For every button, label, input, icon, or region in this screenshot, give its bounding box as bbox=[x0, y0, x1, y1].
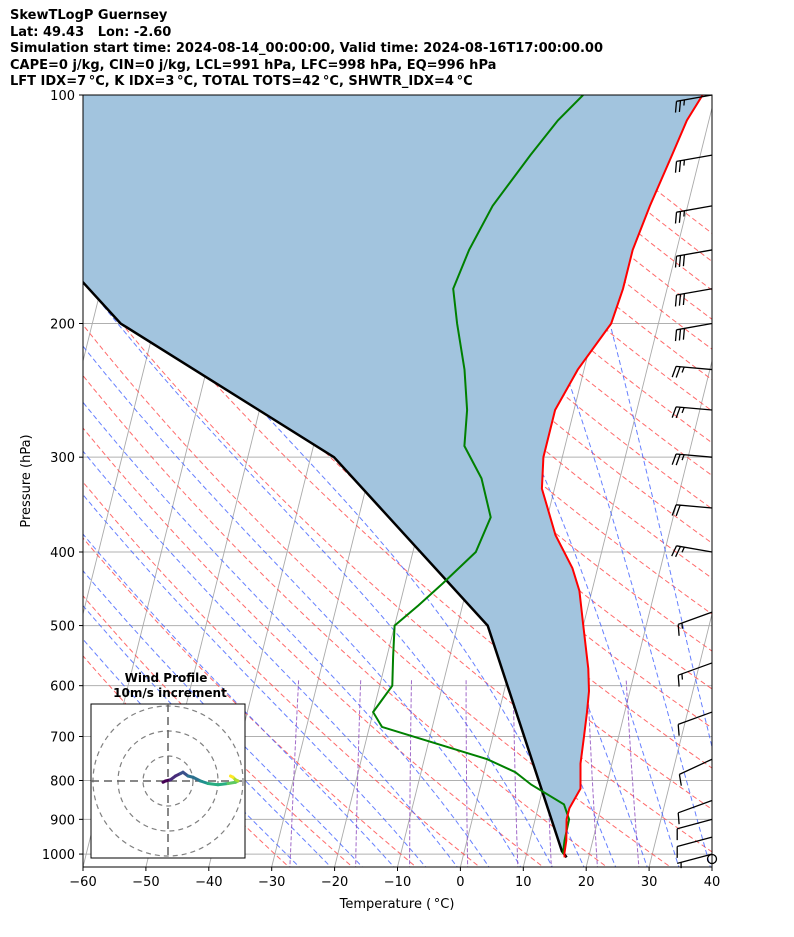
mixing-ratio-line bbox=[587, 680, 598, 867]
moist-adiabat-line bbox=[83, 450, 458, 867]
wind-barb bbox=[674, 205, 713, 224]
moist-adiabat-line bbox=[83, 638, 300, 867]
x-tick-label: 40 bbox=[704, 875, 721, 890]
mixing-ratio-line bbox=[355, 680, 362, 867]
hodograph-title: Wind Profile bbox=[125, 671, 208, 685]
cape-line: CAPE=0 j/kg, CIN=0 j/kg, LCL=991 hPa, LF… bbox=[10, 57, 497, 73]
wind-barb bbox=[674, 94, 713, 113]
mixing-ratio-line bbox=[465, 680, 469, 867]
dewpoint-line bbox=[371, 95, 584, 855]
wind-barb bbox=[677, 711, 713, 736]
x-tick-label: −20 bbox=[321, 875, 348, 890]
wind-barb bbox=[674, 154, 713, 173]
dry-adiabat-line bbox=[83, 481, 481, 867]
chart-header: SkewTLogP Guernsey Lat: 49.43 Lon: -2.60… bbox=[10, 8, 603, 91]
moist-adiabat-line bbox=[83, 279, 553, 867]
chart-title: SkewTLogP Guernsey bbox=[10, 8, 168, 23]
wind-barb bbox=[671, 545, 713, 558]
wind-barb bbox=[676, 818, 713, 841]
mixing-ratio-line bbox=[625, 680, 640, 867]
wind-barb-calm bbox=[706, 853, 718, 865]
moist-adiabat-line bbox=[83, 401, 490, 867]
temperature-line bbox=[540, 95, 704, 858]
isotherm-line bbox=[585, 359, 712, 867]
y-tick-label: 200 bbox=[50, 318, 75, 333]
moist-adiabat-line bbox=[83, 604, 332, 867]
mixing-ratio-line bbox=[289, 680, 300, 867]
hodograph-inset: Wind Profile 10m/s increment bbox=[90, 671, 246, 859]
x-axis-label: Temperature ( °C) bbox=[339, 897, 455, 912]
wind-barb bbox=[677, 853, 713, 869]
isotherm-line bbox=[711, 865, 712, 867]
x-tick-label: −30 bbox=[258, 875, 285, 890]
y-tick-label: 500 bbox=[50, 620, 75, 635]
wind-barb bbox=[677, 799, 713, 825]
wind-barb bbox=[677, 662, 713, 687]
y-tick-label: 700 bbox=[50, 730, 75, 745]
moist-adiabat-line bbox=[540, 95, 712, 750]
x-tick-label: −60 bbox=[69, 875, 96, 890]
hodograph-trace-segment bbox=[206, 782, 220, 787]
x-tick-label: 10 bbox=[515, 875, 532, 890]
wind-barb bbox=[674, 322, 713, 342]
dry-adiabat-line bbox=[83, 324, 672, 867]
time-line: Simulation start time: 2024-08-14_00:00:… bbox=[10, 41, 603, 56]
dry-adiabat-line bbox=[182, 95, 712, 579]
y-tick-label: 600 bbox=[50, 680, 75, 695]
indices-line: LFT IDX=7 °C, K IDX=3 °C, TOTAL TOTS=42 … bbox=[10, 74, 473, 89]
y-tick-label: 900 bbox=[50, 813, 75, 828]
wind-barb bbox=[671, 365, 713, 378]
isotherm-line bbox=[648, 612, 712, 867]
x-tick-label: −10 bbox=[384, 875, 411, 890]
x-tick-label: −50 bbox=[132, 875, 159, 890]
y-axis-label: Pressure (hPa) bbox=[19, 434, 34, 527]
location-line: Lat: 49.43 Lon: -2.60 bbox=[10, 24, 172, 40]
dry-adiabat-line bbox=[83, 374, 608, 867]
x-tick-label: 20 bbox=[578, 875, 595, 890]
hodograph-trace-segment bbox=[216, 782, 230, 787]
x-tick-label: 30 bbox=[641, 875, 658, 890]
mixing-ratio-line bbox=[409, 680, 412, 867]
wind-barb bbox=[674, 288, 713, 307]
y-tick-label: 1000 bbox=[42, 848, 75, 863]
y-tick-label: 300 bbox=[50, 451, 75, 466]
moist-adiabat-line bbox=[83, 570, 363, 867]
hodograph-trace-segment bbox=[229, 774, 235, 779]
mixing-ratio-line bbox=[512, 680, 519, 867]
wind-barb bbox=[678, 758, 713, 786]
wind-barb bbox=[671, 453, 713, 466]
dry-adiabat-line bbox=[83, 427, 545, 867]
moist-adiabat-line bbox=[426, 95, 711, 867]
wind-barb bbox=[674, 249, 713, 268]
x-tick-label: −40 bbox=[195, 875, 222, 890]
isotherm-line bbox=[83, 95, 87, 110]
wind-barb bbox=[676, 836, 713, 858]
y-tick-label: 400 bbox=[50, 546, 75, 561]
moist-adiabat-line bbox=[83, 533, 395, 867]
hodograph-subtitle: 10m/s increment bbox=[113, 686, 227, 700]
cape-shading bbox=[83, 95, 703, 858]
y-tick-label: 100 bbox=[50, 89, 75, 104]
x-tick-label: 0 bbox=[456, 875, 464, 890]
y-tick-label: 800 bbox=[50, 775, 75, 790]
wind-barb bbox=[671, 504, 713, 517]
wind-barb bbox=[671, 406, 713, 419]
wind-barb bbox=[677, 611, 713, 636]
